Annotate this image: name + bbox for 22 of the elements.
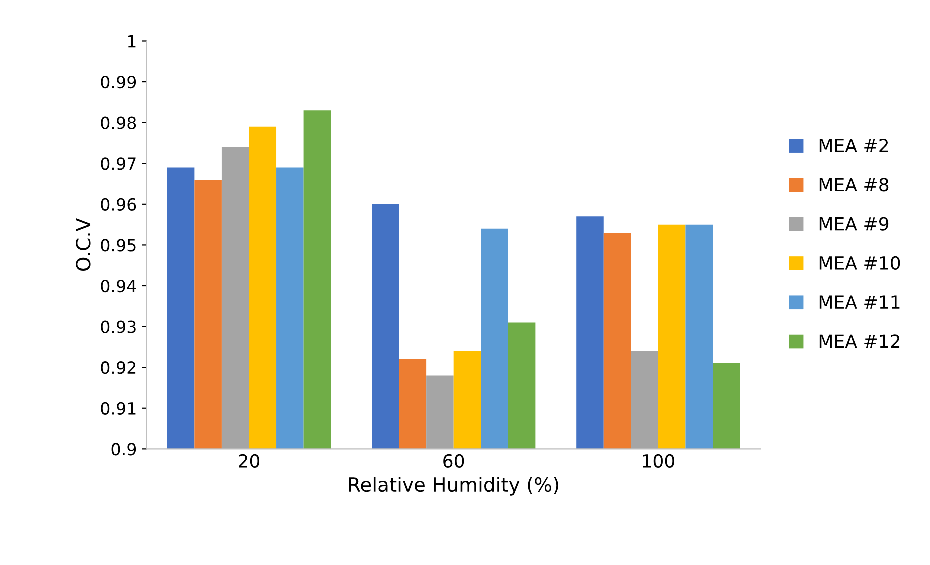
y-tick-label: 0.97 — [101, 158, 136, 170]
x-tick-label: 20 — [239, 454, 260, 468]
y-tick-label: 0.98 — [101, 116, 136, 130]
legend-label: MEA #11 — [820, 296, 900, 309]
legend-label: MEA #10 — [820, 256, 900, 270]
legend-label: MEA #2 — [820, 138, 888, 152]
legend-label: MEA #8 — [820, 178, 889, 192]
y-tick-label: 0.91 — [101, 402, 136, 415]
y-tick-label: 0.95 — [101, 239, 136, 252]
x-tick-label: 100 — [643, 454, 674, 468]
legend-label: MEA #12 — [820, 334, 900, 348]
y-tick-label: 0.93 — [101, 320, 136, 334]
y-tick-label: 0.9 — [112, 443, 136, 456]
y-tick-label: 0.99 — [101, 76, 136, 89]
x-tick-label: 60 — [444, 454, 464, 468]
legend-label: MEA #9 — [820, 217, 889, 231]
y-axis-title: O.C.V — [76, 218, 91, 272]
y-tick-label: 0.96 — [101, 198, 136, 211]
y-tick-label: 0.94 — [101, 280, 136, 293]
y-tick-label: 1 — [128, 35, 136, 48]
x-axis-title: Relative Humidity (%) — [349, 477, 558, 496]
y-tick-label: 0.92 — [101, 362, 136, 374]
